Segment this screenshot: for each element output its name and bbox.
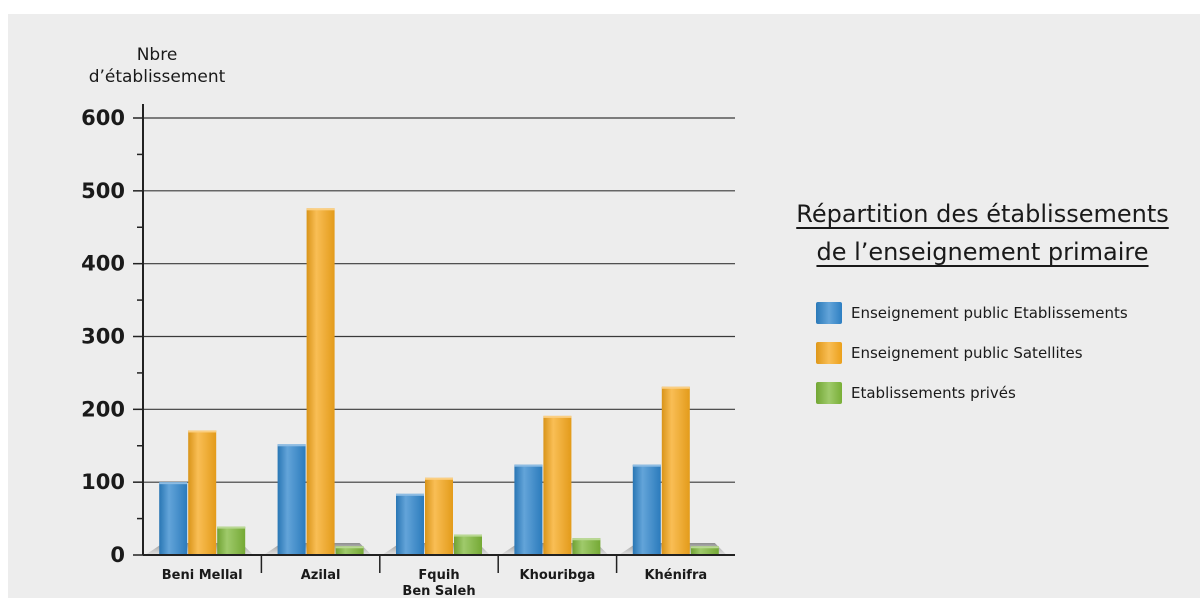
bar bbox=[306, 208, 335, 555]
bar-top-highlight bbox=[425, 477, 453, 480]
bar-top-highlight bbox=[188, 430, 217, 433]
y-axis-label-line-2: d’établissement bbox=[88, 67, 226, 87]
bar-top-highlight bbox=[572, 538, 601, 541]
bar-top-highlight bbox=[217, 526, 246, 529]
bar-top-highlight bbox=[159, 482, 188, 485]
bar-top-highlight bbox=[690, 546, 719, 549]
bar bbox=[188, 430, 217, 555]
bar-top-highlight bbox=[514, 464, 543, 467]
bar-top-highlight bbox=[335, 546, 364, 549]
x-tick-label: Fquih bbox=[418, 568, 459, 583]
bar-top-highlight bbox=[277, 444, 306, 447]
legend-swatch-public-etablissements bbox=[816, 302, 842, 324]
bar bbox=[277, 444, 306, 555]
y-tick-label: 500 bbox=[81, 179, 125, 203]
legend-label-prives: Etablissements privés bbox=[851, 384, 1016, 402]
bar bbox=[217, 526, 246, 555]
bar bbox=[396, 493, 424, 555]
bar bbox=[159, 482, 188, 555]
chart-title: Répartition des établissements de l’ense… bbox=[770, 195, 1195, 271]
bar-top-highlight bbox=[543, 415, 572, 418]
legend-item-public-etablissements: Enseignement public Etablissements bbox=[816, 293, 1195, 333]
y-tick-label: 0 bbox=[110, 543, 125, 567]
legend-label-public-satellites: Enseignement public Satellites bbox=[851, 344, 1083, 362]
x-tick-label: Ben Saleh bbox=[402, 584, 475, 599]
legend-swatch-public-satellites bbox=[816, 342, 842, 364]
bar bbox=[454, 534, 482, 555]
x-tick-label: Beni Mellal bbox=[162, 568, 243, 583]
legend-item-public-satellites: Enseignement public Satellites bbox=[816, 333, 1195, 373]
bar-top-highlight bbox=[396, 493, 424, 496]
legend-item-prives: Etablissements privés bbox=[816, 373, 1195, 413]
chart-title-line-2: de l’enseignement primaire bbox=[816, 238, 1149, 266]
bar-top-highlight bbox=[661, 386, 690, 389]
x-tick-label: Azilal bbox=[301, 568, 341, 583]
x-tick-label: Khénifra bbox=[644, 568, 707, 583]
legend: Répartition des établissements de l’ense… bbox=[770, 195, 1195, 413]
y-tick-label: 300 bbox=[81, 325, 125, 349]
bar bbox=[543, 415, 572, 555]
bar-top-highlight bbox=[632, 464, 661, 467]
legend-items: Enseignement public Etablissements Ensei… bbox=[816, 293, 1195, 413]
bar bbox=[425, 477, 453, 555]
bar bbox=[632, 464, 661, 555]
bar bbox=[690, 546, 719, 555]
y-axis-label-line-1: Nbre bbox=[136, 45, 178, 65]
y-tick-label: 100 bbox=[81, 470, 125, 494]
bar bbox=[661, 386, 690, 555]
bar-top-highlight bbox=[454, 534, 482, 537]
bar bbox=[514, 464, 543, 555]
legend-swatch-prives bbox=[816, 382, 842, 404]
x-tick-label: Khouribga bbox=[520, 568, 596, 583]
bar bbox=[572, 538, 601, 555]
bar bbox=[335, 546, 364, 555]
y-tick-label: 400 bbox=[81, 252, 125, 276]
chart-title-line-1: Répartition des établissements bbox=[796, 200, 1169, 228]
bar-top-highlight bbox=[306, 208, 335, 211]
y-tick-label: 600 bbox=[81, 106, 125, 130]
y-tick-label: 200 bbox=[81, 397, 125, 421]
legend-label-public-etablissements: Enseignement public Etablissements bbox=[851, 304, 1128, 322]
